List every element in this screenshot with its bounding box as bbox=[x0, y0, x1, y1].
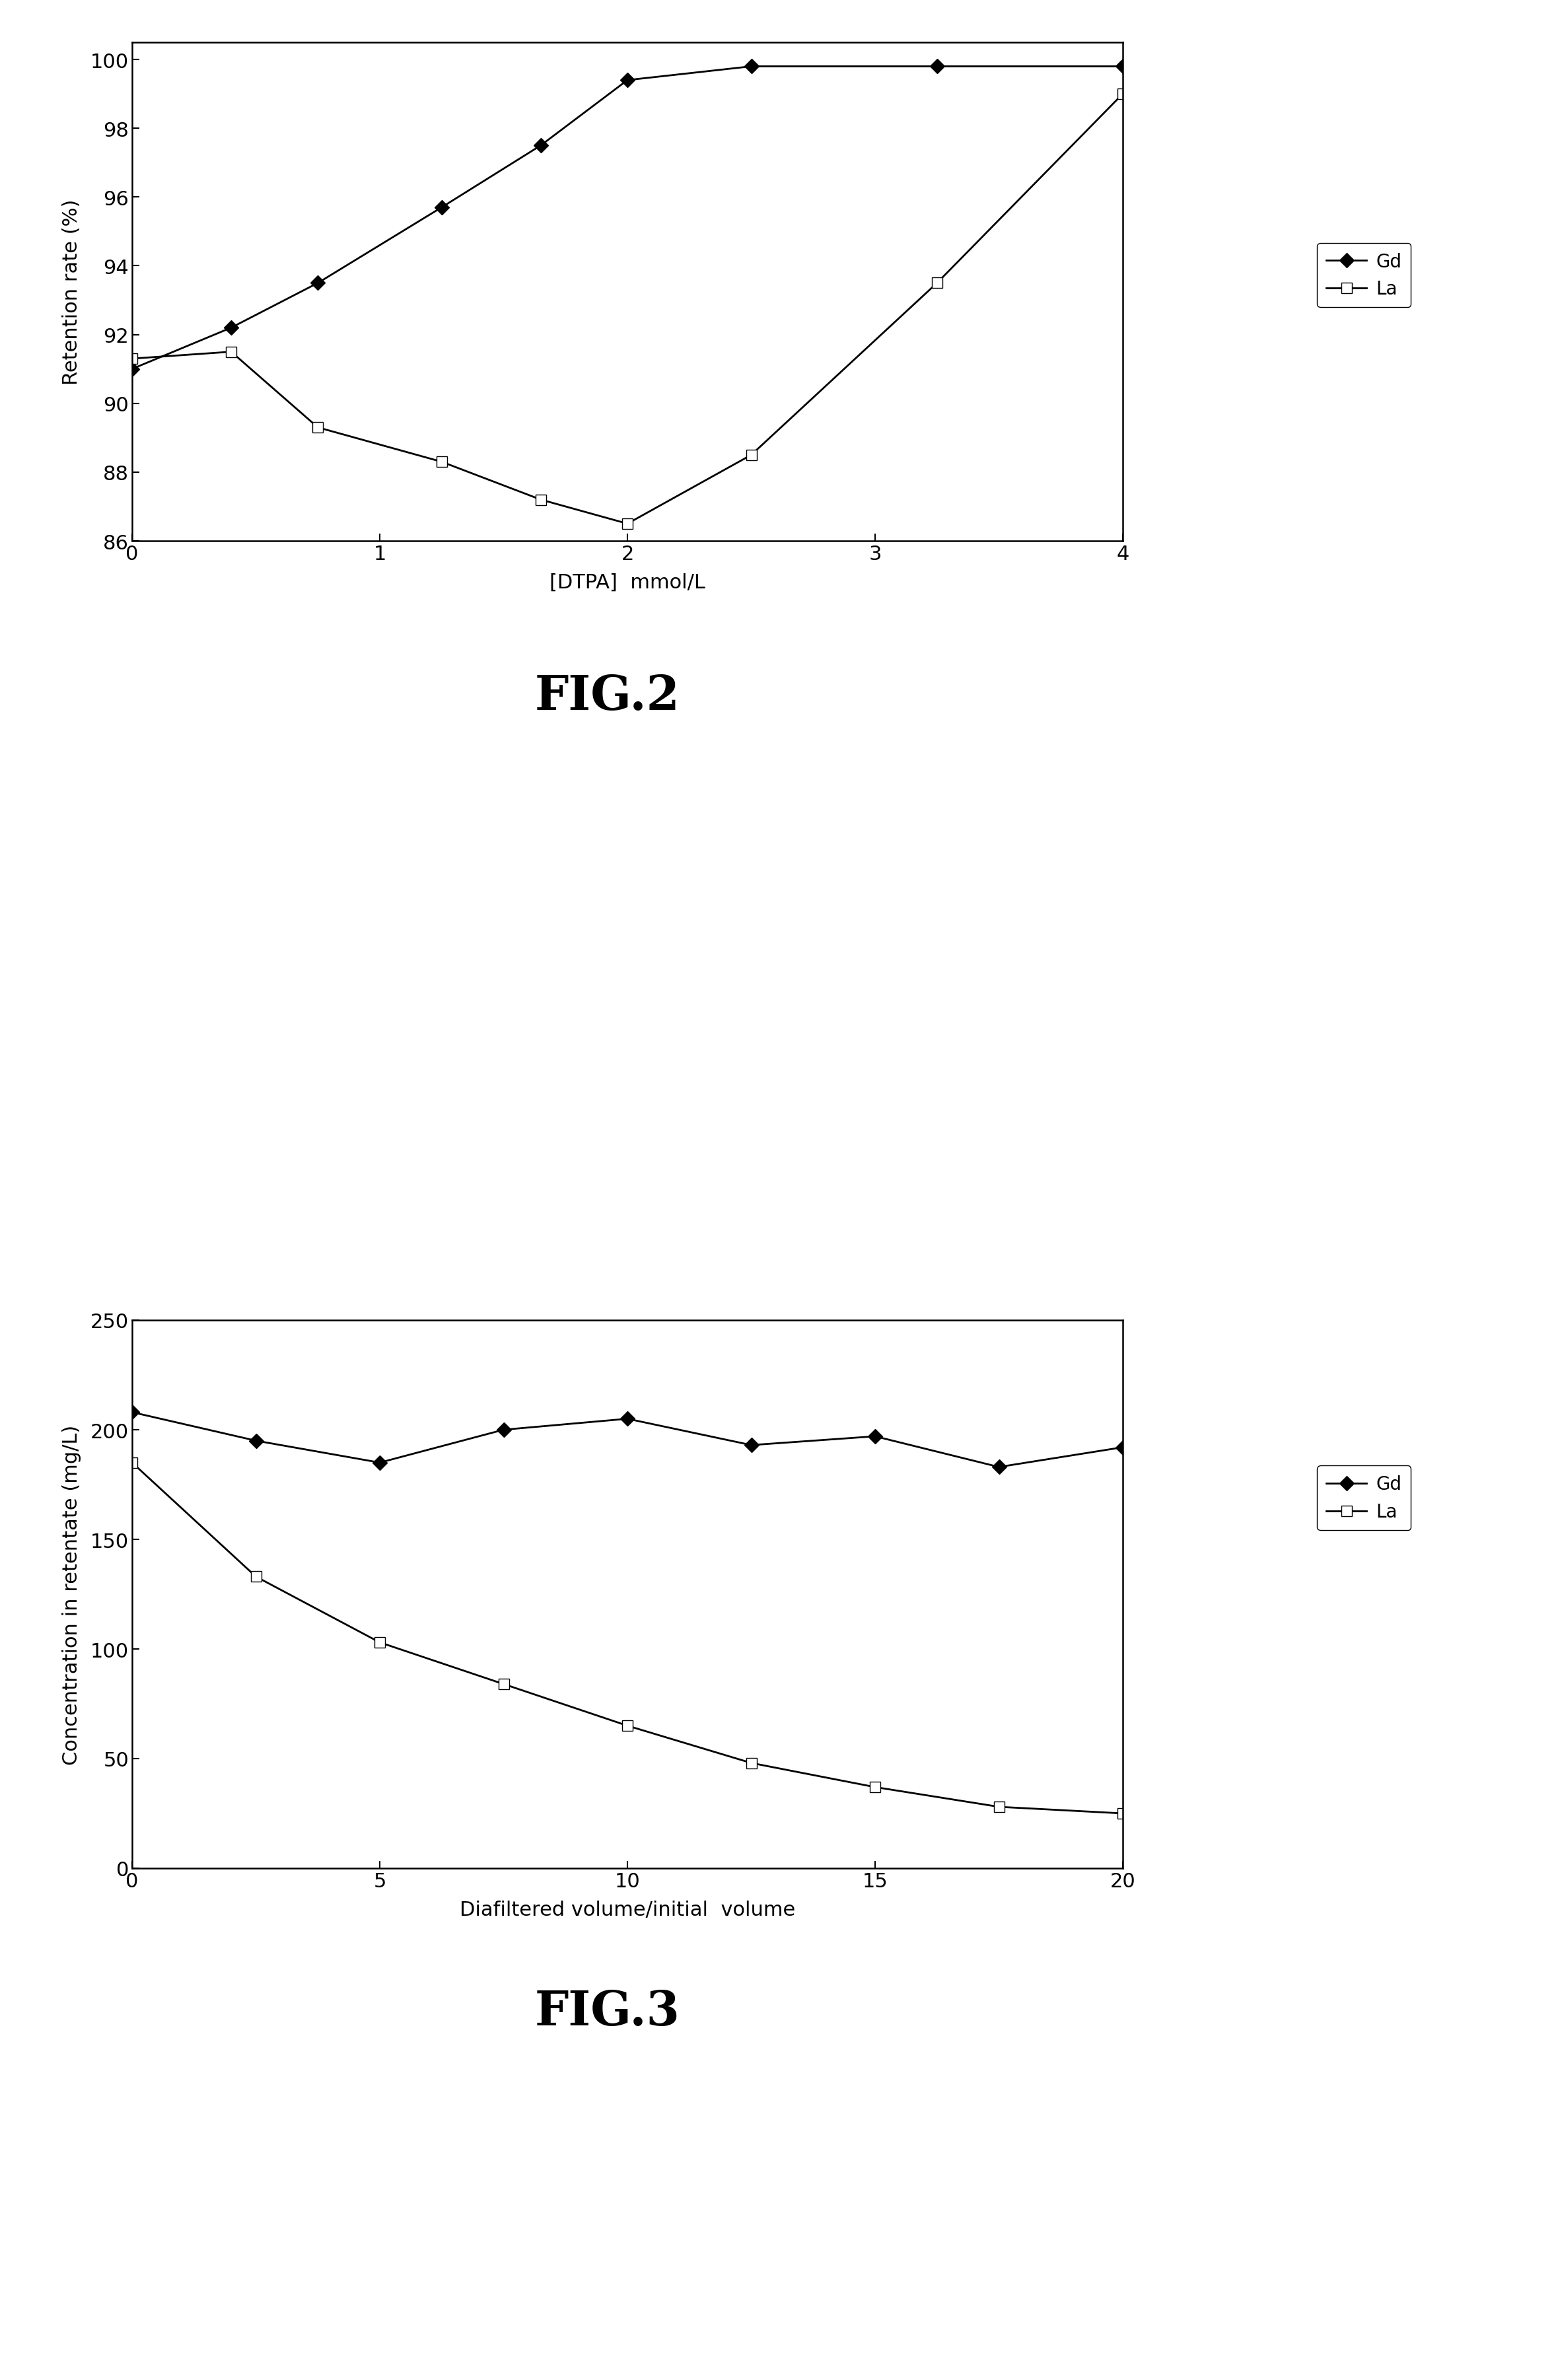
La bbox=[123, 345, 142, 374]
La bbox=[927, 269, 946, 298]
La bbox=[1114, 81, 1133, 109]
Gd bbox=[742, 52, 761, 81]
La bbox=[742, 1749, 761, 1778]
Gd bbox=[990, 1452, 1008, 1480]
La bbox=[123, 1449, 142, 1478]
Gd bbox=[742, 1430, 761, 1459]
Gd bbox=[123, 355, 142, 383]
Line: Gd: Gd bbox=[128, 62, 1128, 374]
Gd bbox=[246, 1426, 265, 1454]
La bbox=[433, 447, 451, 476]
La bbox=[495, 1671, 513, 1699]
La bbox=[308, 414, 327, 443]
Gd bbox=[495, 1416, 513, 1445]
Text: FIG.3: FIG.3 bbox=[535, 1987, 680, 2035]
Gd bbox=[1114, 52, 1133, 81]
La bbox=[246, 1564, 265, 1592]
Gd bbox=[618, 1404, 636, 1433]
X-axis label: [DTPA]  mmol/L: [DTPA] mmol/L bbox=[549, 574, 705, 593]
Gd bbox=[532, 131, 551, 159]
Text: FIG.2: FIG.2 bbox=[535, 674, 680, 719]
Gd bbox=[308, 269, 327, 298]
Gd bbox=[223, 314, 241, 343]
Gd bbox=[1114, 1433, 1133, 1461]
La bbox=[865, 1773, 884, 1802]
Line: La: La bbox=[128, 90, 1128, 528]
Y-axis label: Retention rate (%): Retention rate (%) bbox=[62, 200, 81, 386]
La bbox=[990, 1792, 1008, 1821]
Gd bbox=[433, 193, 451, 221]
Gd bbox=[123, 1397, 142, 1426]
La bbox=[223, 338, 241, 367]
La bbox=[618, 1711, 636, 1740]
Gd bbox=[927, 52, 946, 81]
La bbox=[532, 486, 551, 514]
Legend: Gd, La: Gd, La bbox=[1316, 243, 1411, 307]
La bbox=[370, 1628, 389, 1656]
Gd bbox=[618, 67, 636, 95]
Gd bbox=[370, 1449, 389, 1478]
La bbox=[1114, 1799, 1133, 1828]
Y-axis label: Concentration in retentate (mg/L): Concentration in retentate (mg/L) bbox=[62, 1423, 81, 1764]
Line: Gd: Gd bbox=[128, 1407, 1128, 1473]
Legend: Gd, La: Gd, La bbox=[1316, 1466, 1411, 1530]
Gd bbox=[865, 1423, 884, 1452]
La bbox=[742, 440, 761, 469]
X-axis label: Diafiltered volume/initial  volume: Diafiltered volume/initial volume bbox=[459, 1899, 795, 1918]
Line: La: La bbox=[128, 1459, 1128, 1818]
La bbox=[618, 509, 636, 538]
